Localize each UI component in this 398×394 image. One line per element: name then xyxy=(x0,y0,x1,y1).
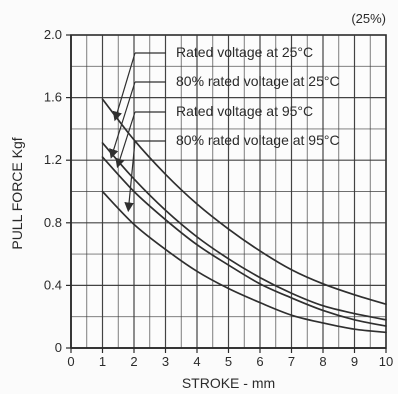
x-tick-label: 3 xyxy=(162,354,169,369)
series-line-3 xyxy=(101,156,387,327)
x-tick-label: 2 xyxy=(130,354,137,369)
x-tick-label: 6 xyxy=(256,354,263,369)
top-right-note: (25%) xyxy=(351,11,386,26)
x-tick-label: 5 xyxy=(225,354,232,369)
series-annotation-label: 80% rated voltage at 95°C xyxy=(176,132,340,148)
x-tick-label: 7 xyxy=(288,354,295,369)
x-tick-label: 1 xyxy=(99,354,106,369)
y-tick-label: 1.6 xyxy=(44,90,62,105)
y-tick-label: 0.4 xyxy=(44,277,62,292)
x-tick-label: 0 xyxy=(67,354,74,369)
label-layer: 0 1 2 3 4 5 6 7 8 9 10 0 0.4 0.8 1.2 1.6 2.0 Rated voltag… xyxy=(9,11,393,391)
series-annotation-label: Rated voltage at 25°C xyxy=(176,44,313,60)
grid-layer xyxy=(70,34,387,349)
annotation-arrow xyxy=(115,111,136,169)
x-tick-label: 4 xyxy=(193,354,200,369)
y-tick-label: 2.0 xyxy=(44,27,62,42)
leader-layer xyxy=(109,52,166,213)
series-layer xyxy=(101,98,387,334)
x-tick-label: 10 xyxy=(379,354,393,369)
series-line-4 xyxy=(101,190,387,334)
annotation-arrow xyxy=(109,81,136,159)
annotation-arrow xyxy=(112,52,136,122)
y-axis-label: PULL FORCE Kgf xyxy=(9,137,25,249)
series-line-2 xyxy=(101,142,387,321)
annotation-arrow xyxy=(124,140,136,213)
series-annotation-label: Rated voltage at 95°C xyxy=(176,103,313,119)
series-line-1 xyxy=(101,98,387,306)
x-axis-label: STROKE - mm xyxy=(182,375,275,391)
x-tick-label: 8 xyxy=(319,354,326,369)
y-tick-label: 1.2 xyxy=(44,152,62,167)
series-annotation-label: 80% rated voltage at 25°C xyxy=(176,73,340,89)
y-tick-label: 0 xyxy=(55,340,62,355)
x-tick-label: 9 xyxy=(351,354,358,369)
axis-layer xyxy=(66,34,387,353)
y-tick-label: 0.8 xyxy=(44,215,62,230)
